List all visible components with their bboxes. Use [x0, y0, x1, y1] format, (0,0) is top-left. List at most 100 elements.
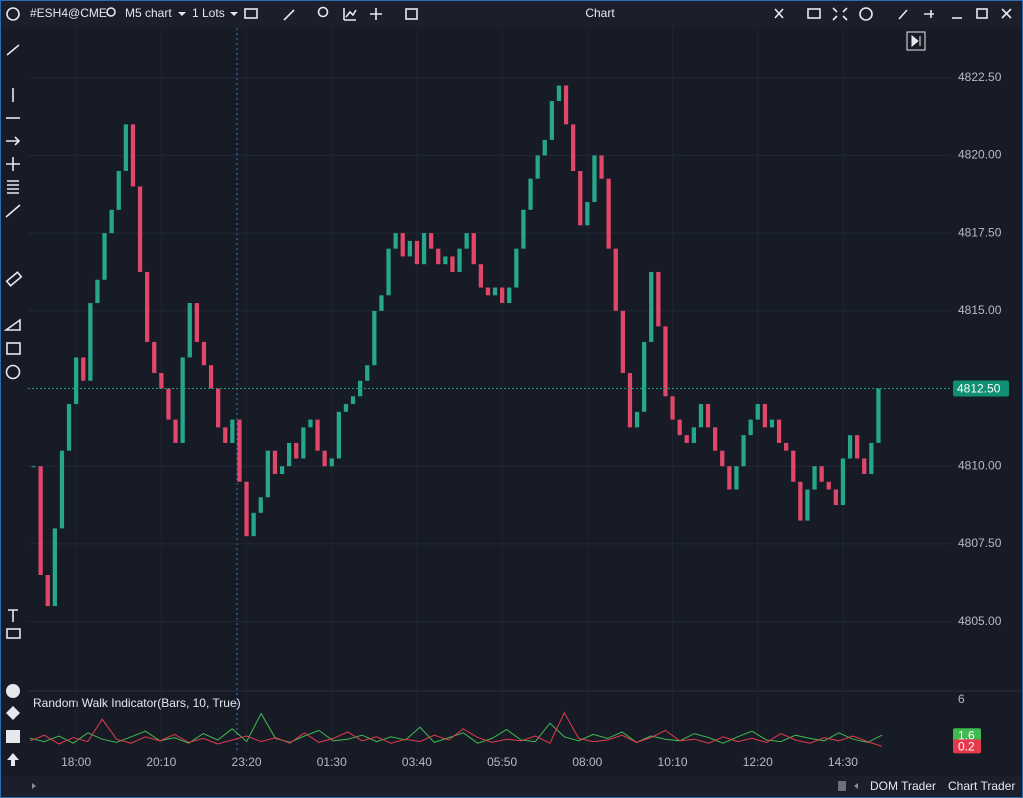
y-tick-label: 4822.50	[958, 70, 1002, 84]
tool-circle[interactable]	[6, 684, 20, 698]
candle-body	[187, 303, 192, 358]
scroll-thumb[interactable]	[838, 781, 846, 791]
candle-body	[684, 435, 689, 443]
tool-ruler[interactable]	[5, 271, 23, 287]
y-tick-label: 4817.50	[958, 225, 1002, 239]
candle-body	[670, 396, 675, 420]
tool-ellipse[interactable]	[5, 364, 21, 380]
candle-body	[819, 466, 824, 482]
tool-arrow[interactable]	[6, 136, 21, 146]
screenshot-icon[interactable]	[807, 8, 821, 19]
candle-body	[88, 303, 93, 381]
tool-square[interactable]	[6, 730, 20, 743]
candle-body	[216, 388, 221, 428]
pin-icon[interactable]	[924, 10, 934, 18]
candle-body	[443, 256, 448, 265]
cursor-icon[interactable]	[774, 8, 784, 19]
candle-body	[691, 427, 696, 443]
candle-body	[194, 303, 199, 342]
y-tick-label: 4820.00	[958, 148, 1002, 162]
tool-line[interactable]	[6, 44, 20, 56]
lots[interactable]: 1 Lots	[192, 6, 225, 20]
candle-body	[208, 365, 214, 389]
candle-body	[606, 178, 611, 249]
candle-body	[720, 450, 725, 467]
tool-rect[interactable]	[6, 342, 21, 355]
search-icon[interactable]	[106, 7, 116, 17]
dom-trader-tab[interactable]: DOM Trader	[870, 779, 936, 793]
candle-body	[563, 85, 569, 125]
candle-body	[379, 295, 384, 311]
candle-body	[287, 442, 292, 467]
candle-body	[535, 155, 540, 179]
candle-body	[152, 341, 157, 373]
candle-body	[329, 458, 334, 467]
close-button[interactable]	[1001, 8, 1012, 19]
tool-triangle[interactable]	[3, 318, 21, 331]
scroll-right[interactable]	[854, 783, 858, 789]
dropdown-arrow[interactable]	[230, 12, 238, 16]
candle-body	[656, 271, 661, 327]
scroll-to-end-icon[interactable]	[911, 34, 921, 48]
candle-body	[869, 442, 874, 474]
candle-body	[514, 248, 519, 288]
scroll-left[interactable]	[32, 783, 36, 789]
candle-body	[407, 240, 412, 257]
scroll-to-end[interactable]	[906, 31, 926, 51]
candle-body	[223, 427, 228, 443]
x-tick-label: 23:20	[232, 755, 262, 769]
candle-body	[400, 233, 405, 257]
zoom-icon[interactable]	[317, 6, 329, 18]
y-tick-label: 4805.00	[958, 614, 1002, 628]
indicator-icon[interactable]	[343, 8, 357, 21]
candle-body	[457, 248, 462, 272]
candle-body	[38, 466, 43, 576]
x-tick-label: 10:10	[658, 755, 688, 769]
tool-label[interactable]	[6, 628, 21, 639]
tool-ray[interactable]	[5, 204, 21, 218]
tool-cross[interactable]	[6, 157, 20, 171]
x-tick-label: 08:00	[572, 755, 602, 769]
window-title: Chart	[585, 6, 615, 20]
settings-icon[interactable]	[898, 9, 908, 20]
candle-body	[755, 404, 760, 420]
candle-body	[556, 85, 562, 102]
chart-trader-tab[interactable]: Chart Trader	[948, 779, 1015, 793]
candle-body	[734, 466, 739, 490]
tool-fib[interactable]	[7, 180, 19, 194]
candle-body	[649, 271, 654, 342]
candle-body	[592, 155, 597, 203]
candle-body	[244, 481, 249, 537]
candle-body	[478, 264, 483, 288]
candle-body	[578, 170, 583, 226]
draw-icon[interactable]	[283, 9, 295, 21]
candle-body	[173, 419, 178, 443]
add-icon[interactable]	[370, 8, 382, 20]
timeframe[interactable]: M5 chart	[125, 6, 172, 20]
candle-body	[365, 365, 370, 381]
x-tick-label: 05:50	[487, 755, 517, 769]
tool-diamond[interactable]	[6, 706, 20, 720]
bottom-bar	[1, 776, 1022, 797]
candle-body	[230, 419, 235, 443]
candle-body	[549, 101, 554, 140]
tool-up[interactable]	[7, 753, 19, 766]
template-icon[interactable]	[405, 8, 418, 20]
dropdown-arrow[interactable]	[178, 12, 186, 16]
candle-body	[492, 287, 498, 296]
tool-text[interactable]	[8, 609, 18, 622]
candle-body	[45, 575, 50, 607]
candle-body	[180, 357, 185, 443]
fullscreen-icon[interactable]	[832, 7, 848, 21]
last-price-badge	[953, 380, 1009, 397]
candle-body	[109, 209, 114, 234]
symbol[interactable]: #ESH4@CME	[30, 6, 107, 20]
candle-body	[663, 326, 668, 397]
candle-body	[59, 450, 65, 529]
candle-body	[66, 404, 72, 451]
value-badge	[953, 728, 981, 743]
theme-icon[interactable]	[859, 7, 873, 21]
maximize-button[interactable]	[976, 8, 988, 19]
bar-type-icon[interactable]	[244, 8, 258, 19]
